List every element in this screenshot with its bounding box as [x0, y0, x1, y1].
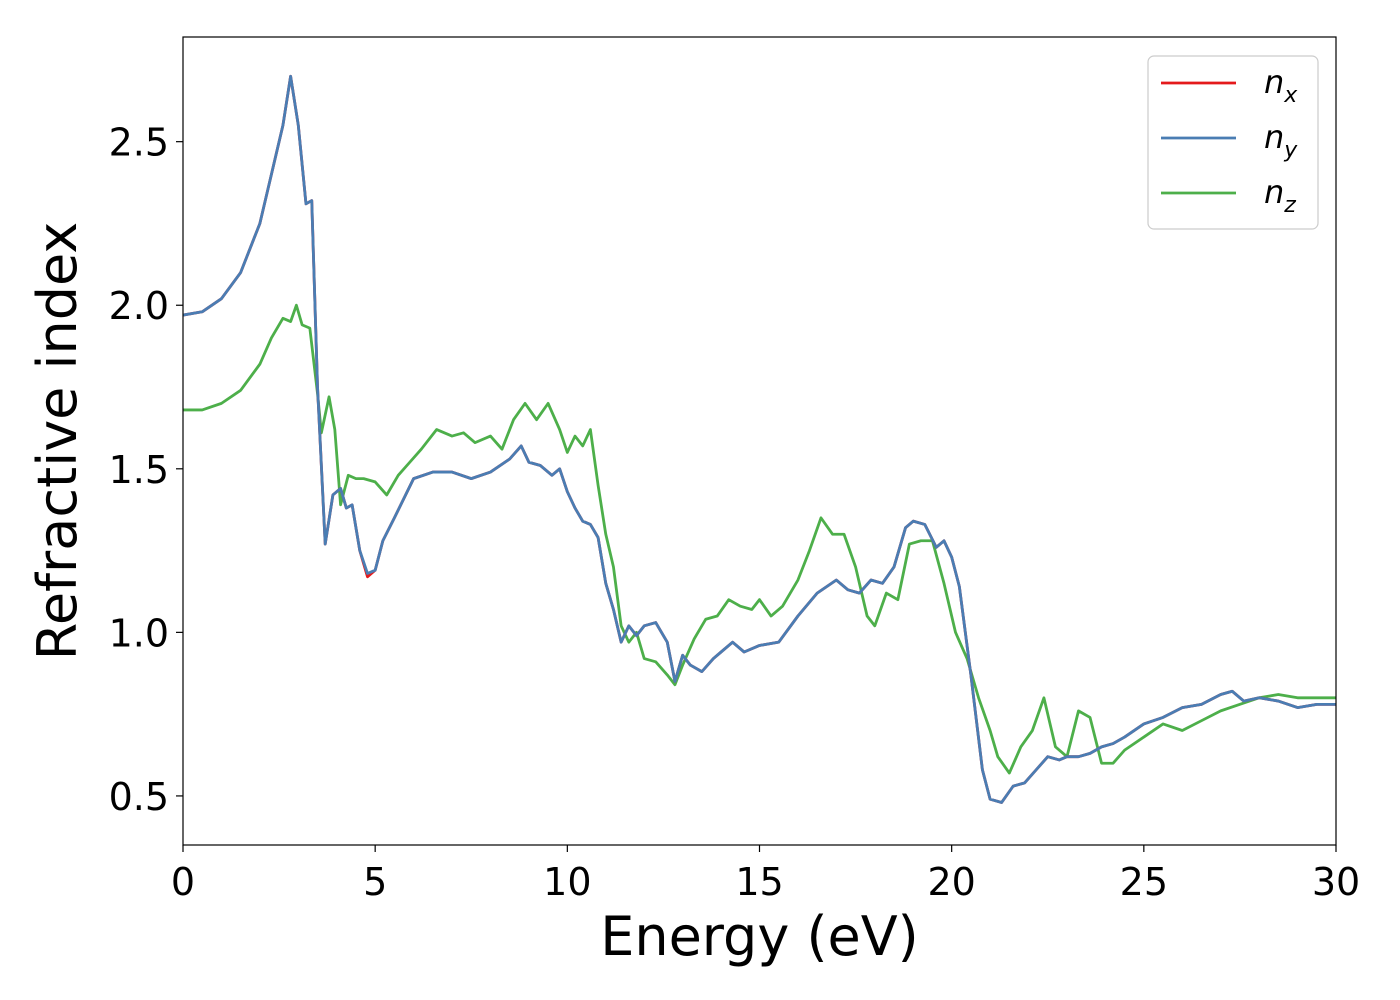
legend-label-n-y: ny	[1264, 118, 1298, 163]
y-tick-label: 2.0	[109, 284, 169, 328]
x-axis-ticks: 0 5 10 15 20 25 30	[171, 845, 1360, 904]
x-tick-label: 10	[543, 860, 591, 904]
y-axis-ticks: 0.5 1.0 1.5 2.0 2.5	[109, 121, 183, 819]
legend-label-subscript: x	[1283, 83, 1298, 108]
series-layer	[183, 74, 1336, 804]
legend-label-base: n	[1264, 173, 1284, 211]
x-tick-label: 25	[1120, 860, 1168, 904]
legend-label-subscript: z	[1283, 193, 1296, 218]
x-tick-label: 5	[363, 860, 387, 904]
legend-label-n-x: nx	[1264, 63, 1298, 108]
y-tick-label: 2.5	[109, 121, 169, 165]
y-tick-label: 1.5	[109, 448, 169, 492]
legend-label-subscript: y	[1283, 138, 1298, 163]
legend-label-base: n	[1264, 63, 1284, 101]
series-line-n-z	[183, 303, 1336, 775]
legend-label-base: n	[1264, 118, 1284, 156]
x-axis-title: Energy (eV)	[600, 905, 919, 968]
series-line-n-y	[183, 74, 1336, 804]
y-axis-title: Refractive index	[26, 222, 89, 661]
legend-label-n-z: nz	[1264, 173, 1296, 218]
y-tick-label: 0.5	[109, 775, 169, 819]
x-tick-label: 20	[927, 860, 975, 904]
x-tick-label: 0	[171, 860, 195, 904]
legend-box	[1147, 55, 1319, 230]
x-tick-label: 30	[1312, 860, 1360, 904]
x-tick-label: 15	[735, 860, 783, 904]
y-tick-label: 1.0	[109, 611, 169, 655]
